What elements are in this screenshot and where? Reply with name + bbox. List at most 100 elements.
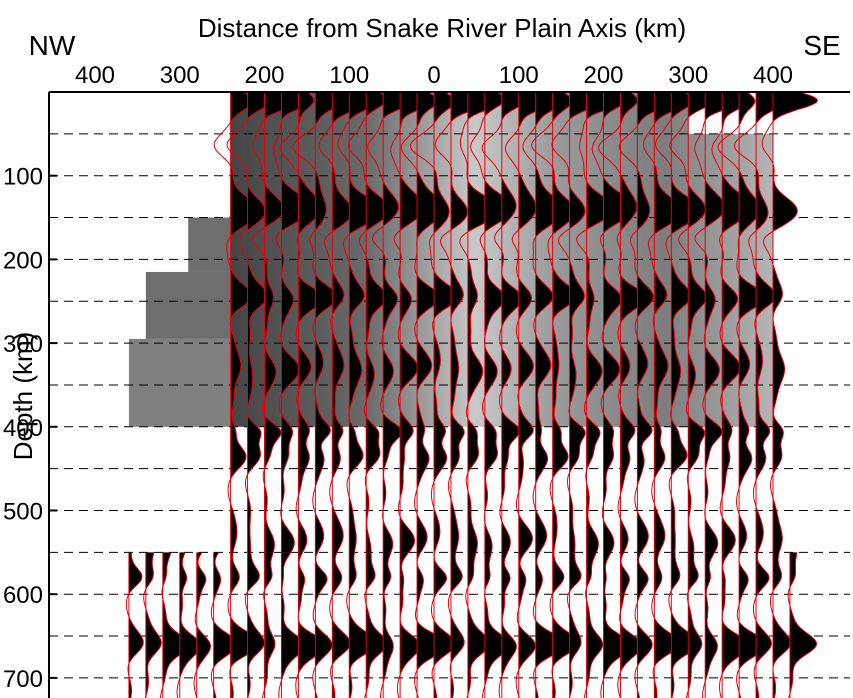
y-tick-labels: 100 200 300 400 500 600 700 <box>3 164 57 693</box>
y-tick-label: 400 <box>3 415 43 442</box>
trace <box>210 552 239 698</box>
trace <box>226 92 274 698</box>
trace-positive-fill <box>450 552 465 698</box>
trace-positive-fill <box>705 92 746 553</box>
trace-wiggle <box>668 552 700 698</box>
trace <box>787 552 817 698</box>
trace-wiggle <box>566 552 582 698</box>
trace-wiggle <box>431 552 456 698</box>
trace-wiggle <box>329 552 351 698</box>
x-tick-label: 100 <box>329 62 369 89</box>
trace-positive-fill <box>417 552 449 698</box>
trace-positive-fill <box>179 552 201 698</box>
trace <box>193 552 212 698</box>
trace-positive-fill <box>400 552 421 698</box>
trace-wiggle <box>669 92 715 553</box>
trace-wiggle <box>459 92 508 553</box>
trace-wiggle <box>717 92 766 553</box>
trace <box>642 92 695 698</box>
x-tick-label: 100 <box>499 62 539 89</box>
trace-positive-fill <box>773 552 791 698</box>
trace <box>551 92 606 698</box>
trace-wiggle <box>346 552 378 698</box>
trace <box>733 92 788 698</box>
trace-positive-fill <box>315 552 333 698</box>
y-tick-label: 200 <box>3 247 43 274</box>
trace-positive-fill <box>366 552 388 698</box>
trace-wiggle <box>532 552 567 698</box>
trace-positive-fill <box>383 92 417 553</box>
receiver-function-traces <box>125 92 819 698</box>
trace-positive-fill <box>501 92 527 553</box>
y-tick-label: 300 <box>3 331 43 358</box>
trace-positive-fill <box>434 92 459 553</box>
background-step-block <box>188 217 231 272</box>
trace-positive-fill <box>637 92 675 553</box>
trace-positive-fill <box>654 92 694 553</box>
trace <box>694 92 747 698</box>
trace-wiggle <box>143 552 162 698</box>
trace-wiggle <box>470 92 515 553</box>
y-axis-title: Depth (km) <box>8 332 38 461</box>
trace <box>318 92 376 698</box>
trace-positive-fill <box>145 552 162 698</box>
trace-positive-fill <box>484 552 510 698</box>
trace-positive-fill <box>688 92 715 553</box>
trace-wiggle <box>736 552 768 698</box>
trace-wiggle <box>481 552 511 698</box>
background-step-block <box>145 271 231 339</box>
trace <box>390 92 439 698</box>
x-tick-label: 300 <box>160 62 200 89</box>
trace-wiggle <box>318 92 376 553</box>
trace-positive-fill <box>501 552 517 698</box>
trace-positive-fill <box>671 552 699 698</box>
trace-wiggle <box>711 92 753 553</box>
trace-positive-fill <box>637 552 653 698</box>
y-tick-label: 100 <box>3 164 43 191</box>
trace-wiggle <box>159 552 190 698</box>
trace-positive-fill <box>162 552 189 698</box>
trace-wiggle <box>413 552 449 698</box>
trace <box>143 552 162 698</box>
trace-wiggle <box>551 92 606 553</box>
trace-positive-fill <box>773 92 818 553</box>
trace-wiggle <box>278 552 306 698</box>
x-axis-title: Distance from Snake River Plain Axis (km… <box>198 13 686 43</box>
trace <box>618 92 675 698</box>
trace <box>576 92 630 698</box>
trace-wiggle <box>522 92 567 553</box>
trace-wiggle <box>400 92 446 553</box>
trace-wiggle <box>380 552 394 698</box>
trace-wiggle <box>261 552 276 698</box>
x-tick-labels: 400 300 200 100 0 100 200 300 400 <box>75 62 793 89</box>
trace <box>159 552 190 698</box>
trace-wiggle <box>279 92 324 553</box>
trace-positive-fill <box>298 552 327 698</box>
trace-positive-fill <box>688 552 702 698</box>
trace-positive-fill <box>450 92 493 553</box>
trace-wiggle <box>753 552 772 698</box>
trace-positive-fill <box>196 552 211 698</box>
trace <box>598 92 647 698</box>
x-tick-label: 300 <box>668 62 708 89</box>
trace-positive-fill <box>620 92 646 553</box>
trace-wiggle <box>465 552 491 698</box>
trace-wiggle <box>390 92 439 553</box>
trace-positive-fill <box>586 552 603 698</box>
trace <box>761 92 819 698</box>
trace-wiggle <box>685 552 703 698</box>
x-tick-label: 200 <box>583 62 623 89</box>
trace-positive-fill <box>552 552 579 698</box>
trace <box>176 552 202 698</box>
trace <box>669 92 715 698</box>
trace-positive-fill <box>230 552 261 698</box>
trace-wiggle <box>292 92 343 553</box>
trace <box>252 92 307 698</box>
trace-positive-fill <box>569 92 605 553</box>
trace-positive-fill <box>332 92 376 553</box>
trace-wiggle <box>591 92 636 553</box>
se-direction-label: SE <box>803 30 840 61</box>
trace-positive-fill <box>247 92 273 553</box>
trace-wiggle <box>617 552 643 698</box>
